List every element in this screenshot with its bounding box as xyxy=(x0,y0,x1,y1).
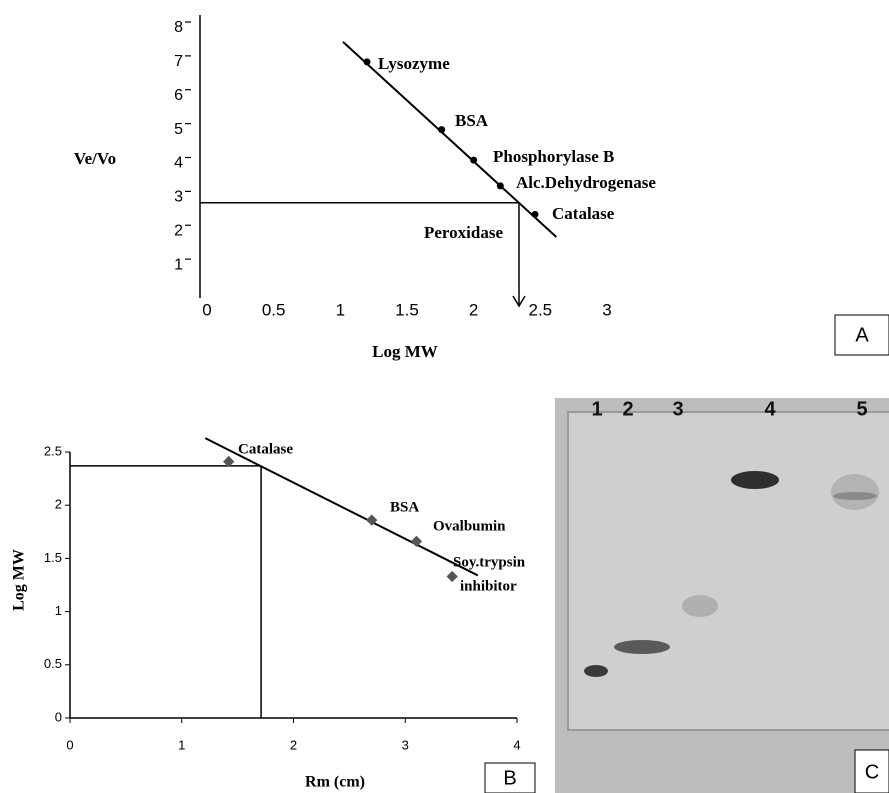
lane-label: 2 xyxy=(622,398,633,420)
panel-letter: A xyxy=(855,324,869,346)
lane-label: 5 xyxy=(856,398,867,420)
point xyxy=(497,182,504,189)
y-tick-label: 4 xyxy=(174,155,183,172)
gel-band xyxy=(614,640,670,654)
fit-line xyxy=(205,438,478,575)
point-label: Alc.Dehydrogenase xyxy=(516,173,656,192)
x-tick-label: 0.5 xyxy=(262,300,286,319)
x-tick-label: 0 xyxy=(202,300,211,319)
x-tick-label: 3 xyxy=(602,300,611,319)
point xyxy=(438,126,445,133)
point-label: Catalase xyxy=(238,441,293,457)
point-label: Soy.trypsin xyxy=(453,554,526,570)
point-label: BSA xyxy=(455,111,489,130)
y-axis-label: Ve/Vo xyxy=(74,149,116,168)
y-tick-label: 0 xyxy=(55,709,62,724)
y-tick-label: 5 xyxy=(174,121,183,138)
panel-letter: B xyxy=(503,767,516,789)
point xyxy=(411,536,422,547)
y-tick-label: 8 xyxy=(174,19,183,36)
figure: 12345 1234567800.511.522.53Log MWVe/VoAP… xyxy=(0,0,889,793)
point-label: Phosphorylase B xyxy=(493,147,614,166)
point-label: inhibitor xyxy=(460,578,517,594)
x-tick-label: 2 xyxy=(290,737,297,752)
point xyxy=(470,157,477,164)
gel-band xyxy=(833,492,877,500)
readout-label: Peroxidase xyxy=(424,223,503,242)
x-tick-label: 2 xyxy=(469,300,478,319)
y-tick-label: 2 xyxy=(174,222,183,239)
point-label: Ovalbumin xyxy=(433,518,506,534)
x-tick-label: 2.5 xyxy=(529,300,553,319)
x-tick-label: 4 xyxy=(513,737,520,752)
y-tick-label: 2 xyxy=(55,497,62,512)
chart-1: 0 0.5 1 1.5 2 2.5 0 1 2 3 4 Rm (cm) Log MW B Catalase B… xyxy=(11,438,535,793)
point-label: BSA xyxy=(390,499,419,515)
x-tick-label: 0 xyxy=(66,737,73,752)
x-axis-label: Rm (cm) xyxy=(305,774,365,791)
gel xyxy=(555,398,889,793)
y-tick-label: 1 xyxy=(55,603,62,618)
point xyxy=(532,211,539,218)
y-tick-label: 1.5 xyxy=(44,550,62,565)
y-tick-label: 1 xyxy=(174,256,183,273)
point xyxy=(364,58,371,65)
x-tick-label: 1 xyxy=(178,737,185,752)
lane-label: 4 xyxy=(764,398,776,420)
x-axis-label: Log MW xyxy=(372,342,438,361)
gel-band xyxy=(584,665,608,677)
lane-label: 1 xyxy=(591,398,602,420)
lane-label: 3 xyxy=(672,398,683,420)
y-tick-label: 0.5 xyxy=(44,656,62,671)
point-label: Lysozyme xyxy=(378,54,450,73)
y-tick-label: 2.5 xyxy=(44,443,62,458)
x-tick-label: 1 xyxy=(336,300,345,319)
chart-0: 1 2 3 4 5 6 7 8 0 0.5 1 1.5 2 2.5 3 Log MW Ve/Vo A Peroxid… xyxy=(74,15,889,361)
gel-band xyxy=(731,471,779,489)
gel-band xyxy=(682,595,718,617)
point-label: Catalase xyxy=(552,204,615,223)
point xyxy=(447,571,458,582)
panel-letter: C xyxy=(865,761,879,783)
y-tick-label: 7 xyxy=(174,53,183,70)
y-axis-label: Log MW xyxy=(11,549,28,611)
y-tick-label: 6 xyxy=(174,87,183,104)
y-tick-label: 3 xyxy=(174,189,183,206)
gel-slab xyxy=(568,412,889,730)
x-tick-label: 3 xyxy=(402,737,409,752)
x-tick-label: 1.5 xyxy=(395,300,419,319)
